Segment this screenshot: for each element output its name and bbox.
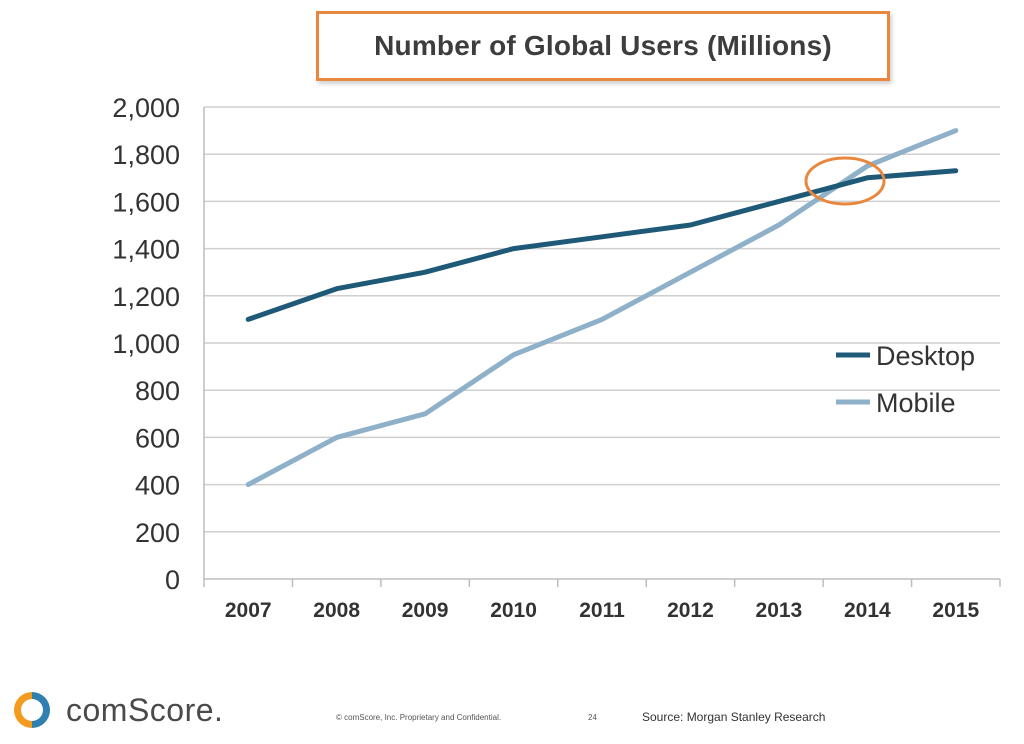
crossover-highlight (804, 156, 886, 206)
comscore-logo-icon (14, 692, 50, 728)
page-number: 24 (588, 713, 597, 722)
y-tick-label: 1,200 (112, 282, 180, 312)
y-tick-label: 600 (135, 423, 180, 453)
legend-label-desktop: Desktop (876, 341, 975, 371)
chart-title: Number of Global Users (Millions) (374, 30, 832, 61)
confidential-notice: © comScore, Inc. Proprietary and Confide… (336, 713, 502, 722)
y-tick-label: 800 (135, 376, 180, 406)
x-tick-label: 2008 (313, 599, 360, 622)
comscore-logo-text: comScore. (66, 692, 224, 728)
x-tick-label: 2011 (579, 599, 625, 622)
y-tick-label: 1,000 (112, 329, 180, 359)
series-line-desktop (245, 168, 959, 322)
y-tick-label: 1,400 (112, 235, 180, 265)
x-tick-label: 2010 (490, 599, 537, 622)
footer: comScore. © comScore, Inc. Proprietary a… (0, 680, 1024, 744)
line-chart: 0 200 400 600 800 1,000 1,200 1,400 1,600 1,800 2,… (112, 93, 1001, 622)
y-tick-label: 0 (165, 565, 180, 595)
y-tick-label: 1,800 (112, 140, 180, 170)
y-tick-label: 400 (135, 471, 180, 501)
x-tick-label: 2007 (225, 599, 272, 622)
x-tick-label: 2014 (844, 599, 891, 622)
chart-title-box: Number of Global Users (Millions) (316, 11, 890, 81)
x-tick-label: 2015 (932, 599, 979, 622)
source-note: Source: Morgan Stanley Research (642, 710, 826, 724)
y-tick-label: 200 (135, 518, 180, 548)
legend-label-mobile: Mobile (876, 388, 956, 418)
x-tick-label: 2013 (756, 599, 803, 622)
y-tick-label: 1,600 (112, 187, 180, 217)
x-tick-label: 2012 (667, 599, 714, 622)
x-tick-label: 2009 (402, 599, 449, 622)
y-tick-label: 2,000 (112, 93, 180, 123)
